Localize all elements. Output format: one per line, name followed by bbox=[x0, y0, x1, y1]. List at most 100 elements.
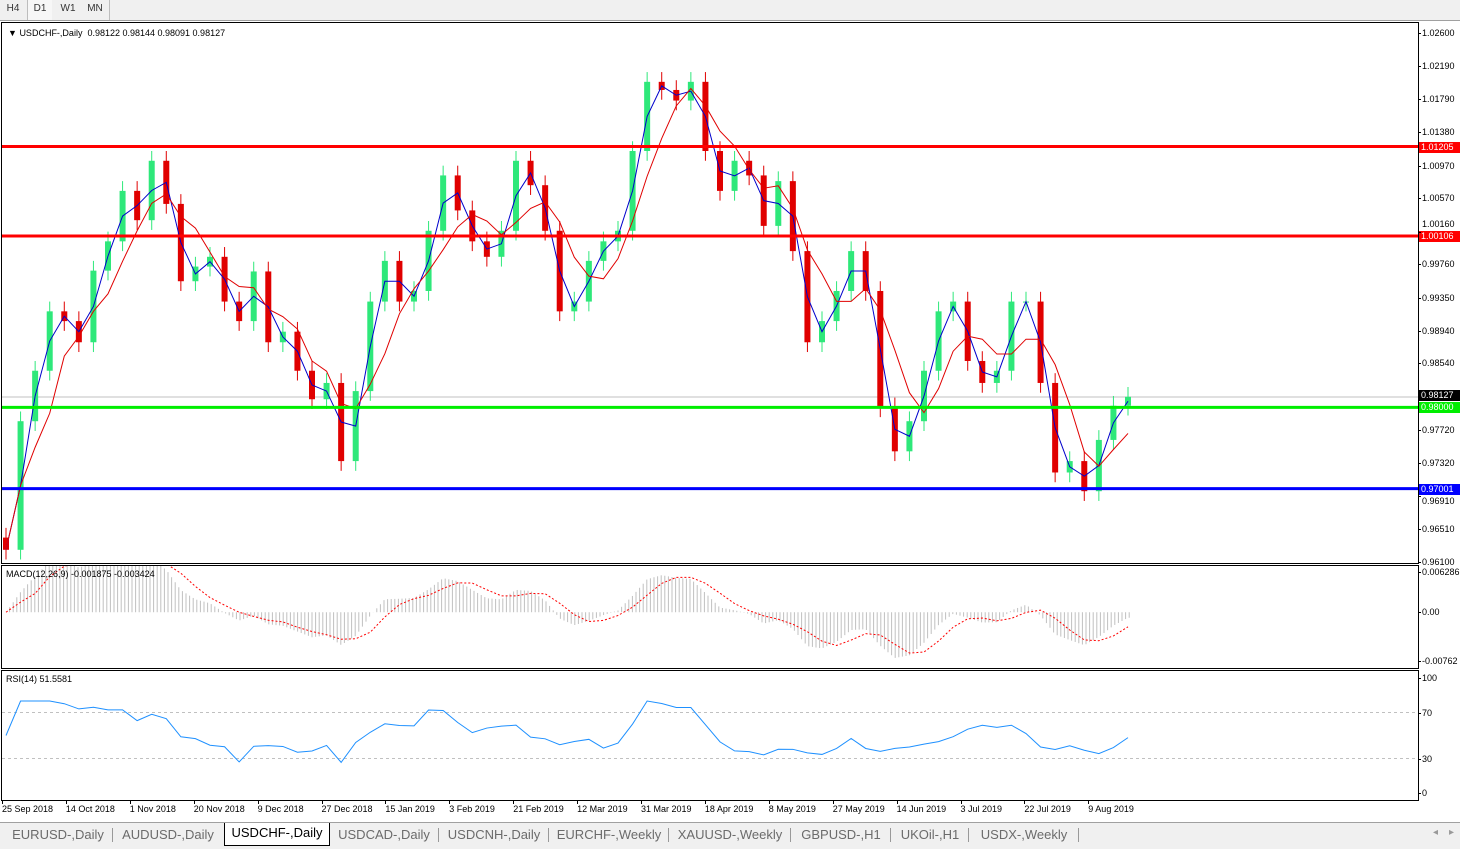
price-tick-label: 1.00570 bbox=[1422, 193, 1455, 204]
tick-mark bbox=[1418, 528, 1421, 530]
tick-mark bbox=[1418, 678, 1421, 679]
divider bbox=[27, 0, 28, 20]
current-price-label: 0.98127 bbox=[1419, 390, 1460, 402]
tab-eurusd-daily[interactable]: EURUSD-,Daily bbox=[12, 827, 104, 842]
rsi-tick-label: 30 bbox=[1422, 753, 1433, 764]
date-tick bbox=[129, 801, 131, 804]
timeframe-toolbar: H4 D1 W1 MN bbox=[0, 0, 1460, 21]
price-tick-label: 0.96910 bbox=[1422, 495, 1455, 506]
tick-mark bbox=[1418, 793, 1421, 794]
price-chart[interactable] bbox=[2, 23, 1418, 563]
tab-divider bbox=[548, 828, 549, 842]
date-label: 15 Jan 2019 bbox=[385, 804, 435, 814]
tick-mark bbox=[1418, 198, 1421, 200]
date-tick bbox=[896, 801, 898, 804]
price-chart-panel[interactable]: ▼ USDCHF-,Daily 0.98122 0.98144 0.98091 … bbox=[1, 22, 1419, 564]
macd-tick-label: -0.00762 bbox=[1422, 656, 1458, 666]
date-label: 25 Sep 2018 bbox=[2, 804, 54, 814]
tab-ukoil-h1[interactable]: UKOil-,H1 bbox=[900, 827, 960, 842]
tab-divider bbox=[1078, 828, 1079, 842]
date-label: 14 Jun 2019 bbox=[896, 804, 947, 814]
rsi-line bbox=[5, 700, 1129, 764]
date-axis: 25 Sep 2018 14 Oct 2018 1 Nov 2018 20 Nov 2… bbox=[0, 801, 1460, 819]
price-tick-label: 0.99350 bbox=[1422, 292, 1455, 303]
tick-mark bbox=[1418, 430, 1421, 432]
tick-mark bbox=[1418, 363, 1421, 365]
rsi-panel[interactable]: RSI(14) 51.5581 bbox=[1, 670, 1419, 801]
axis-line bbox=[1418, 22, 1419, 564]
tab-usdx-weekly[interactable]: USDX-,Weekly bbox=[980, 827, 1068, 842]
symbol-label: USDCHF-,Daily bbox=[19, 28, 83, 38]
price-tick-label: 1.00970 bbox=[1422, 160, 1455, 171]
divider bbox=[109, 0, 110, 20]
date-label: 3 Feb 2019 bbox=[449, 804, 495, 814]
tab-usdcnh-daily[interactable]: USDCNH-,Daily bbox=[447, 827, 541, 842]
tick-mark bbox=[1418, 562, 1421, 563]
macd-signal-line bbox=[5, 566, 1129, 654]
collapse-triangle-icon[interactable]: ▼ bbox=[8, 28, 17, 38]
date-tick bbox=[2, 801, 3, 804]
price-tick-label: 0.96100 bbox=[1422, 557, 1455, 567]
macd-title: MACD(12,26,9) -0.001875 -0.003424 bbox=[6, 569, 155, 579]
tab-divider bbox=[668, 828, 669, 842]
date-tick bbox=[768, 801, 770, 804]
tick-mark bbox=[1418, 66, 1421, 68]
tab-usdchf-daily[interactable]: USDCHF-,Daily bbox=[224, 823, 330, 846]
rsi-tick-label: 0 bbox=[1422, 788, 1428, 798]
tick-mark bbox=[1418, 661, 1421, 662]
tab-eurchf-weekly[interactable]: EURCHF-,Weekly bbox=[556, 827, 662, 842]
tick-mark bbox=[1418, 496, 1421, 498]
date-tick bbox=[385, 801, 387, 804]
level-price-label: 0.98000 bbox=[1419, 402, 1460, 414]
date-tick bbox=[449, 801, 451, 804]
macd-axis: 0.006286 0.00 -0.00762 bbox=[1418, 565, 1460, 669]
scroll-right-icon[interactable]: ▸ bbox=[1448, 827, 1454, 838]
price-tick-label: 1.01380 bbox=[1422, 127, 1455, 138]
chart-tabs: ◂ ▸ EURUSD-,Daily AUDUSD-,Daily USDCHF-,Da… bbox=[0, 822, 1460, 849]
timeframe-d1[interactable]: D1 bbox=[28, 0, 52, 20]
tick-mark bbox=[1418, 758, 1421, 760]
rsi-title: RSI(14) 51.5581 bbox=[6, 674, 73, 684]
timeframe-h4[interactable]: H4 bbox=[6, 3, 20, 14]
tab-divider bbox=[890, 828, 891, 842]
axis-line bbox=[1418, 565, 1419, 669]
price-tick-label: 0.97320 bbox=[1422, 457, 1455, 468]
date-label: 18 Apr 2019 bbox=[704, 804, 754, 814]
tab-divider bbox=[112, 828, 113, 842]
price-tick-label: 0.99760 bbox=[1422, 259, 1455, 270]
tab-divider bbox=[790, 828, 791, 842]
ma-slow-line bbox=[5, 87, 1129, 550]
chart-title: ▼ USDCHF-,Daily 0.98122 0.98144 0.98091 … bbox=[8, 28, 225, 38]
date-tick bbox=[641, 801, 642, 804]
price-tick-label: 0.96510 bbox=[1422, 523, 1455, 534]
rsi-tick-label: 100 bbox=[1422, 673, 1438, 683]
scroll-left-icon[interactable]: ◂ bbox=[1432, 827, 1438, 838]
level-price-label: 0.97001 bbox=[1419, 483, 1460, 495]
tab-audusd-daily[interactable]: AUDUSD-,Daily bbox=[122, 827, 214, 842]
price-tick-label: 0.98540 bbox=[1422, 358, 1455, 369]
date-label: 9 Dec 2018 bbox=[257, 804, 304, 814]
timeframe-mn[interactable]: MN bbox=[87, 3, 103, 14]
macd-panel[interactable]: MACD(12,26,9) -0.001875 -0.003424 bbox=[1, 565, 1419, 669]
tab-gbpusd-h1[interactable]: GBPUSD-,H1 bbox=[801, 827, 881, 842]
price-tick-label: 1.01790 bbox=[1422, 93, 1455, 104]
price-tick-label: 0.97720 bbox=[1422, 425, 1455, 436]
tick-mark bbox=[1418, 165, 1421, 167]
tick-mark bbox=[1418, 462, 1421, 464]
date-tick bbox=[65, 801, 67, 804]
tick-mark bbox=[1418, 231, 1421, 233]
tab-usdcad-daily[interactable]: USDCAD-,Daily bbox=[338, 827, 430, 842]
date-label: 1 Nov 2018 bbox=[129, 804, 176, 814]
rsi-tick-label: 70 bbox=[1422, 707, 1433, 718]
date-tick bbox=[1088, 801, 1090, 804]
date-tick bbox=[257, 801, 259, 804]
tab-xauusd-weekly[interactable]: XAUUSD-,Weekly bbox=[677, 827, 783, 842]
date-label: 22 Jul 2019 bbox=[1024, 804, 1071, 814]
timeframe-w1[interactable]: W1 bbox=[60, 3, 76, 14]
date-label: 3 Jul 2019 bbox=[960, 804, 1003, 814]
tick-mark bbox=[1418, 132, 1421, 134]
date-label: 20 Nov 2018 bbox=[193, 804, 245, 814]
date-tick bbox=[321, 801, 323, 804]
tick-mark bbox=[1418, 264, 1421, 266]
price-tick-label: 1.02190 bbox=[1422, 61, 1455, 72]
